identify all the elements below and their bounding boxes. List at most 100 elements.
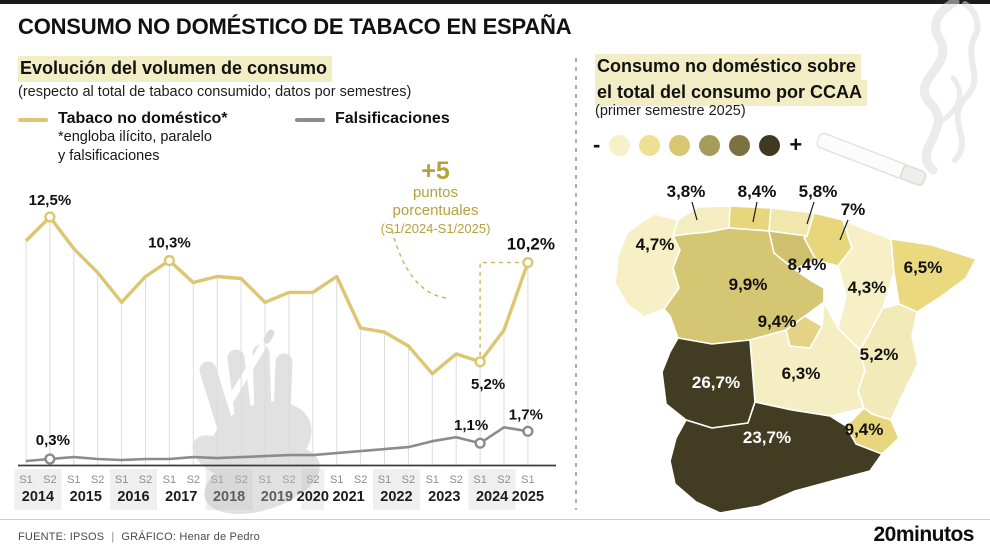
data-point-marker	[44, 453, 56, 465]
region-label-madrid: 9,4%	[758, 312, 797, 331]
axis-year-label: 2025	[512, 489, 544, 505]
axis-semester-label: S1	[19, 474, 32, 486]
axis-semester-label: S1	[330, 474, 343, 486]
legend-item-falsificaciones: Falsificaciones	[295, 110, 450, 128]
region-label-pais-vasco: 5,8%	[799, 182, 838, 201]
footer-divider	[0, 519, 990, 520]
source-label: FUENTE: IPSOS	[18, 531, 105, 543]
cigarette-icon	[816, 132, 927, 186]
scale-color-dot	[639, 134, 661, 156]
scale-color-dot	[729, 134, 751, 156]
region-label-la-rioja: 8,4%	[788, 255, 827, 274]
axis-year-shading	[110, 469, 157, 510]
axis-semester-label: S2	[43, 474, 56, 486]
region-label-comunidad-valenciana: 5,2%	[860, 345, 899, 364]
axis-year-label: 2021	[332, 489, 364, 505]
region-label-castilla-y-leon: 9,9%	[729, 275, 768, 294]
credit-label: GRÁFICO: Henar de Pedro	[121, 531, 260, 543]
change-annotation: +5 puntos porcentuales (S1/2024-S1/2025)	[358, 158, 513, 237]
data-point-label: 1,7%	[509, 406, 543, 423]
annotation-curve	[391, 229, 447, 299]
right-panel-subtitle: (primer semestre 2025)	[595, 103, 746, 119]
data-point-marker	[474, 356, 486, 368]
axis-semester-label: S2	[91, 474, 104, 486]
region-andalucia	[669, 401, 883, 514]
data-point-label: 10,2%	[507, 235, 555, 254]
axis-year-shading	[301, 469, 325, 510]
data-point-marker	[474, 437, 486, 449]
pointer-line-pais-vasco	[806, 201, 815, 225]
data-point-marker	[522, 425, 534, 437]
data-point-label: 1,1%	[454, 417, 488, 434]
smoke-icon	[919, 0, 981, 175]
annotation-connector	[479, 261, 521, 356]
axis-semester-label: S1	[258, 474, 271, 486]
scale-color-dot	[669, 134, 691, 156]
scale-color-dot	[609, 134, 631, 156]
region-label-castilla-la-mancha: 6,3%	[782, 364, 821, 383]
color-scale-legend: - +	[593, 132, 802, 158]
axis-semester-label: S1	[67, 474, 80, 486]
pointer-line-navarra	[839, 219, 849, 241]
cigarette-in-hand-decoration	[227, 329, 275, 403]
axis-semester-label: S1	[473, 474, 486, 486]
axis-year-shading	[205, 469, 253, 510]
axis-semester-label: S1	[163, 474, 176, 486]
annotation-headline: +5	[421, 157, 450, 185]
region-label-extremadura: 26,7%	[692, 373, 740, 392]
region-label-murcia: 9,4%	[845, 420, 884, 439]
axis-year-label: 2015	[70, 489, 102, 505]
scale-plus-sign: +	[789, 132, 803, 157]
data-point-marker	[163, 254, 176, 267]
axis-semester-label: S2	[306, 474, 319, 486]
left-panel-title: Evolución del volumen de consumo	[18, 56, 333, 82]
series-line-falsificaciones	[25, 426, 529, 463]
region-cataluna	[890, 238, 977, 313]
spain-ccaa-map: 4,7% 3,8% 8,4% 5,8%7% 9,9% 8,4% 4,3% 6,5% 6,3% 9,…	[614, 182, 977, 514]
region-label-andalucia: 23,7%	[743, 428, 791, 447]
region-label-aragon: 4,3%	[848, 278, 887, 297]
data-point-label: 0,3%	[36, 432, 70, 449]
legend-item-tabaco: Tabaco no doméstico* *engloba ilícito, p…	[18, 110, 228, 166]
page-title: CONSUMO NO DOMÉSTICO DE TABACO EN ESPAÑA	[18, 14, 572, 39]
region-madrid	[785, 315, 823, 349]
axis-semester-label: S2	[497, 474, 510, 486]
legend-tabaco-label: Tabaco no doméstico*	[58, 110, 228, 127]
data-point-label: 10,3%	[148, 235, 191, 252]
footer-credits: FUENTE: IPSOS | GRÁFICO: Henar de Pedro	[18, 531, 260, 543]
axis-year-label: 2023	[428, 489, 460, 505]
axis-semester-label: S1	[378, 474, 391, 486]
axis-year-label: 2020	[297, 489, 329, 505]
axis-semester-label: S1	[521, 474, 534, 486]
data-point-label: 12,5%	[29, 192, 72, 209]
data-point-marker	[522, 256, 534, 269]
axis-year-shading	[468, 469, 516, 510]
axis-year-label: 2024	[476, 489, 508, 505]
region-label-cataluna: 6,5%	[904, 258, 943, 277]
axis-year-label: 2018	[213, 489, 245, 505]
line-chart: S1 S2 2014 S1 S2 2015 S1 S2 2016 S1 S2 2017 S1 S2 2018…	[14, 192, 556, 515]
axis-semester-label: S2	[449, 474, 462, 486]
tabaco-line-swatch	[18, 118, 48, 122]
top-accent-bar	[0, 0, 990, 4]
series-line-tabaco	[24, 215, 530, 376]
scale-color-dot	[759, 134, 781, 156]
axis-semester-label: S1	[426, 474, 439, 486]
scale-minus-sign: -	[593, 132, 601, 157]
right-panel-title: Consumo no doméstico sobre el total del …	[595, 54, 868, 106]
region-label-asturias: 3,8%	[667, 182, 706, 201]
legend-falsificaciones-label: Falsificaciones	[335, 110, 450, 127]
region-la-rioja	[768, 230, 817, 270]
axis-year-label: 2014	[22, 489, 54, 505]
axis-semester-label: S2	[187, 474, 200, 486]
region-label-cantabria: 8,4%	[738, 182, 777, 201]
axis-semester-label: S2	[354, 474, 367, 486]
axis-year-label: 2019	[261, 489, 293, 505]
region-label-galicia: 4,7%	[636, 235, 675, 254]
axis-year-label: 2016	[117, 489, 149, 505]
cigarette-smoke-decoration	[816, 0, 981, 186]
legend-tabaco-footnote: *engloba ilícito, paralelo y falsificaci…	[58, 129, 212, 164]
panel-divider	[575, 58, 577, 510]
axis-semester-label: S2	[234, 474, 247, 486]
